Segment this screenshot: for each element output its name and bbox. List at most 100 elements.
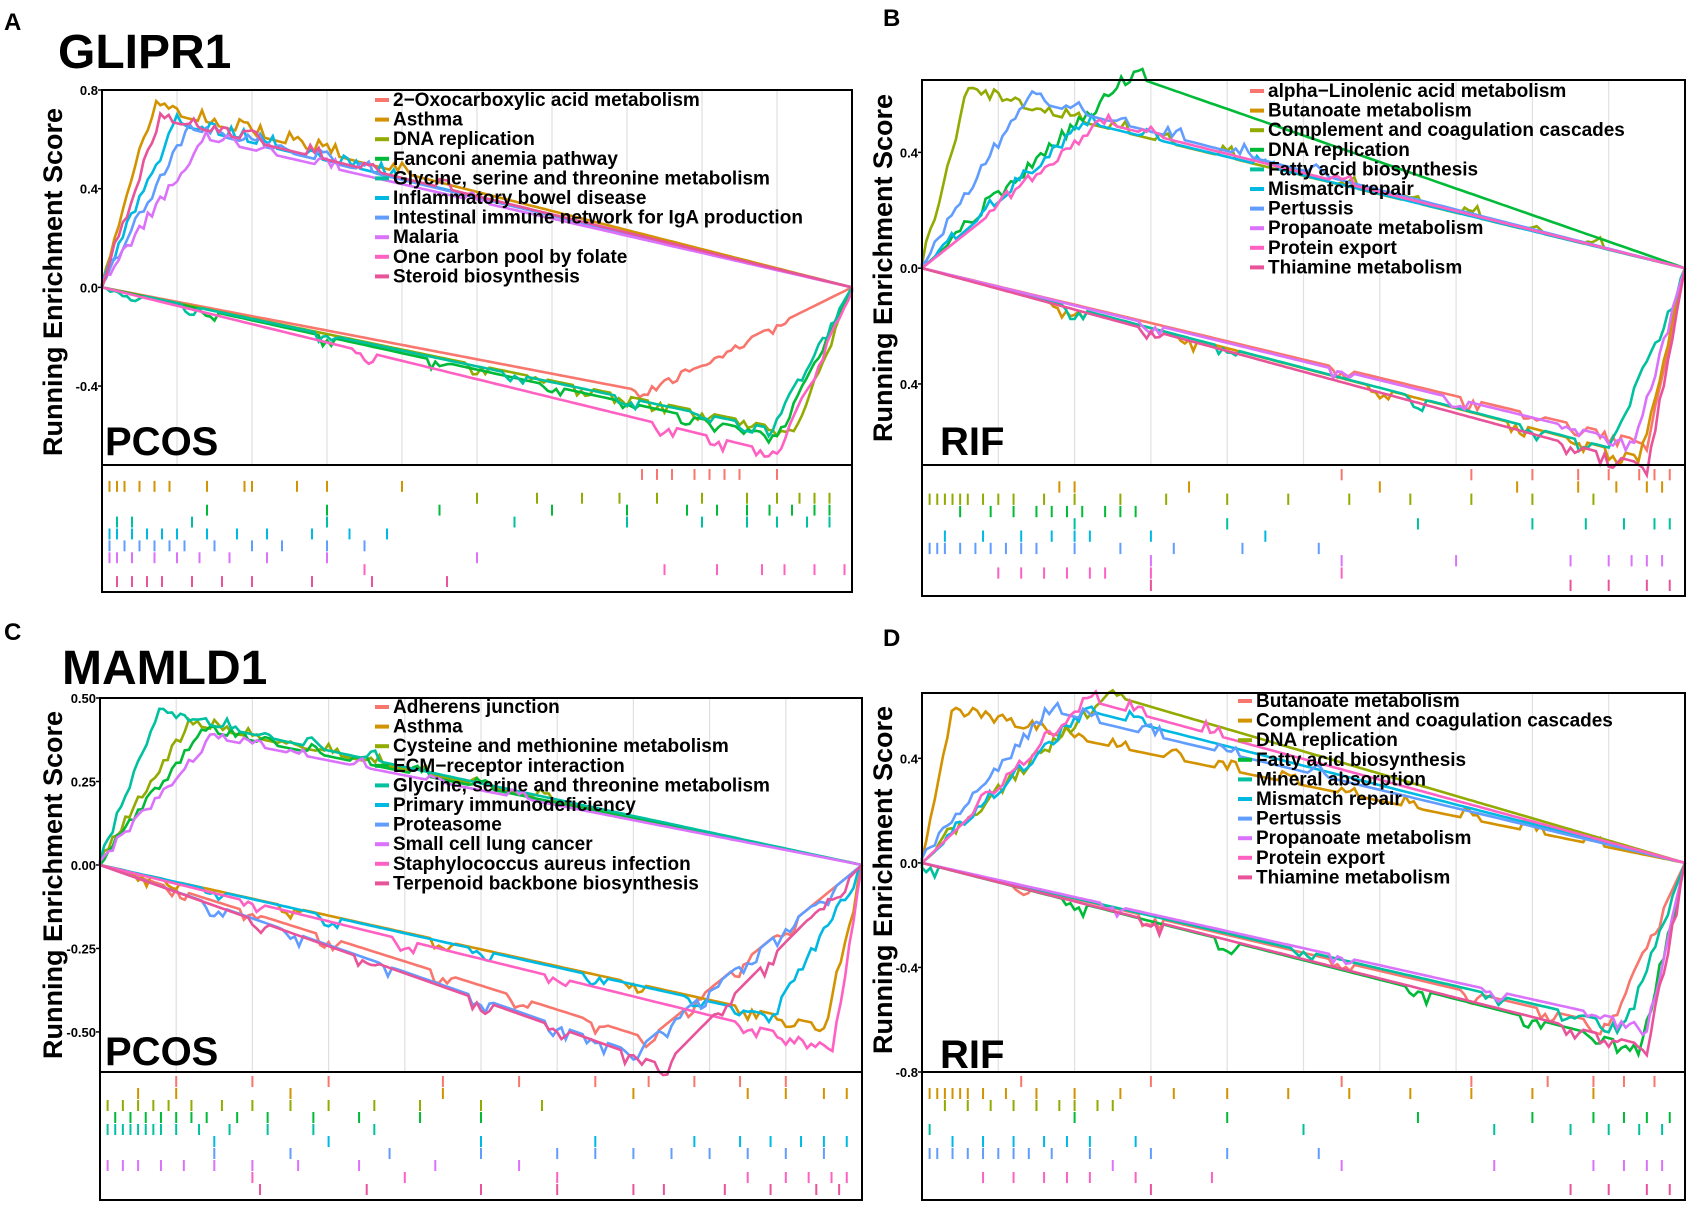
es-curve bbox=[921, 688, 1686, 865]
y-axis-label: Running Enrichment Score bbox=[868, 94, 898, 442]
y-tick-label: 0.0 bbox=[900, 261, 918, 276]
rug-frame bbox=[101, 464, 853, 593]
legend-label: 2−Oxocarboxylic acid metabolism bbox=[393, 90, 700, 111]
y-tick-label: 0.4 bbox=[900, 751, 919, 766]
y-ticks: 0.50 0.25 0.00 -0.25 -0.50 bbox=[66, 691, 100, 1040]
grid bbox=[997, 693, 1610, 1072]
legend-label: Butanoate metabolism bbox=[1268, 101, 1472, 122]
es-curve bbox=[101, 286, 854, 439]
gene-title-mamld1: MAMLD1 bbox=[62, 642, 267, 695]
rug-frame bbox=[99, 1071, 863, 1201]
es-curve bbox=[99, 863, 863, 1049]
legend-label: Thiamine metabolism bbox=[1268, 257, 1462, 278]
panel-letter-b: B bbox=[883, 5, 900, 32]
legend-label: Butanoate metabolism bbox=[1256, 691, 1460, 712]
panel-d: D Running Enrichment Score 0.4 0.0 -0.4 -0.… bbox=[868, 625, 1687, 1201]
y-tick-label: 0.25 bbox=[71, 774, 96, 789]
es-curve bbox=[921, 861, 1687, 1037]
y-tick-label: 0.4 bbox=[900, 145, 919, 160]
legend: alpha−Linolenic acid metabolismButanoate… bbox=[1250, 81, 1625, 278]
legend-label: ECM−receptor interaction bbox=[393, 756, 625, 777]
rug-frame bbox=[921, 1071, 1686, 1201]
dataset-label: PCOS bbox=[105, 1030, 218, 1074]
legend-label: Complement and coagulation cascades bbox=[1268, 120, 1625, 141]
y-tick-label: 0.8 bbox=[80, 83, 98, 98]
y-tick-label: 0.4 bbox=[900, 377, 919, 392]
legend-label: DNA replication bbox=[393, 129, 535, 150]
legend-label: Staphylococcus aureus infection bbox=[393, 854, 691, 875]
y-tick-label: -0.4 bbox=[76, 379, 99, 394]
legend-label: Thiamine metabolism bbox=[1256, 867, 1450, 888]
panel-letter-a: A bbox=[4, 9, 21, 36]
y-axis-label: Running Enrichment Score bbox=[868, 706, 898, 1054]
hit-rug bbox=[106, 1076, 848, 1195]
hit-rug bbox=[928, 469, 1671, 591]
y-tick-label: -0.50 bbox=[66, 1025, 96, 1040]
legend-label: DNA replication bbox=[1256, 730, 1398, 751]
es-curve bbox=[101, 286, 853, 399]
y-tick-label: -0.25 bbox=[66, 941, 96, 956]
legend-label: Inflammatory bowel disease bbox=[393, 188, 646, 209]
legend-label: Fanconi anemia pathway bbox=[393, 149, 618, 170]
legend-label: Malaria bbox=[393, 227, 459, 248]
legend-label: Adherens junction bbox=[393, 697, 560, 718]
panel-b: B Running Enrichment Score 0.4 0.0 0.4 RIF… bbox=[868, 5, 1687, 597]
legend: 2−Oxocarboxylic acid metabolismAsthmaDNA… bbox=[375, 90, 803, 287]
es-curve bbox=[921, 112, 1686, 270]
legend-label: Mineral absorption bbox=[1256, 769, 1426, 790]
legend-label: Protein export bbox=[1256, 848, 1385, 869]
panel-a: A GLIPR1 Running Enrichment Score 0.8 0.4… bbox=[4, 9, 854, 593]
gene-title-glipr1: GLIPR1 bbox=[58, 26, 231, 79]
legend-label: Primary immunodeficiency bbox=[393, 795, 636, 816]
es-curve bbox=[921, 861, 1687, 1059]
legend-label: Intestinal immune network for IgA produc… bbox=[393, 208, 803, 229]
legend-label: Cysteine and methionine metabolism bbox=[393, 736, 729, 757]
enrichment-curves bbox=[920, 688, 1687, 1059]
es-curve bbox=[101, 286, 854, 458]
y-axis-label: Running Enrichment Score bbox=[38, 711, 68, 1059]
grid bbox=[997, 80, 1610, 465]
es-curve bbox=[921, 705, 1686, 865]
legend-label: Mismatch repair bbox=[1268, 179, 1414, 200]
panel-letter-c: C bbox=[4, 619, 21, 646]
legend-label: Protein export bbox=[1268, 238, 1397, 259]
legend-label: Pertussis bbox=[1256, 809, 1342, 830]
es-curve bbox=[99, 863, 863, 1077]
legend-label: Mismatch repair bbox=[1256, 789, 1402, 810]
legend-label: Steroid biosynthesis bbox=[393, 266, 580, 287]
y-tick-label: 0.50 bbox=[71, 691, 96, 706]
rug-frame bbox=[921, 464, 1686, 597]
y-tick-label: 0.00 bbox=[71, 858, 96, 873]
es-curve bbox=[99, 863, 864, 1025]
panel-c: C MAMLD1 Running Enrichment Score 0.500.… bbox=[4, 619, 864, 1201]
es-curve bbox=[921, 266, 1687, 480]
es-curve bbox=[98, 707, 863, 867]
legend-label: Fatty acid biosynthesis bbox=[1256, 750, 1466, 771]
legend-label: Glycine, serine and threonine metabolism bbox=[393, 168, 770, 189]
es-curve bbox=[98, 732, 863, 867]
es-curve bbox=[920, 700, 1686, 865]
dataset-label: RIF bbox=[940, 1033, 1004, 1077]
y-tick-label: 0.4 bbox=[80, 182, 99, 197]
legend-label: Fatty acid biosynthesis bbox=[1268, 159, 1478, 180]
es-curve bbox=[921, 689, 1686, 865]
y-tick-label: -0.4 bbox=[896, 960, 919, 975]
legend-label: Propanoate metabolism bbox=[1268, 218, 1483, 239]
y-tick-label: 0.0 bbox=[80, 280, 98, 295]
legend-label: Asthma bbox=[393, 110, 463, 131]
enrichment-curves bbox=[920, 67, 1687, 480]
legend-label: Small cell lung cancer bbox=[393, 834, 593, 855]
hit-rug bbox=[928, 1076, 1671, 1195]
legend-label: DNA replication bbox=[1268, 140, 1410, 161]
es-curve bbox=[100, 110, 853, 289]
legend-label: Pertussis bbox=[1268, 199, 1354, 220]
legend-label: alpha−Linolenic acid metabolism bbox=[1268, 81, 1566, 102]
y-ticks: 0.8 0.4 0.0 -0.4 bbox=[76, 83, 102, 394]
legend-label: Propanoate metabolism bbox=[1256, 828, 1471, 849]
es-curve bbox=[99, 863, 864, 1054]
legend-label: Proteasome bbox=[393, 815, 502, 836]
legend-label: Terpenoid backbone biosynthesis bbox=[393, 873, 699, 894]
legend-label: Asthma bbox=[393, 717, 463, 738]
